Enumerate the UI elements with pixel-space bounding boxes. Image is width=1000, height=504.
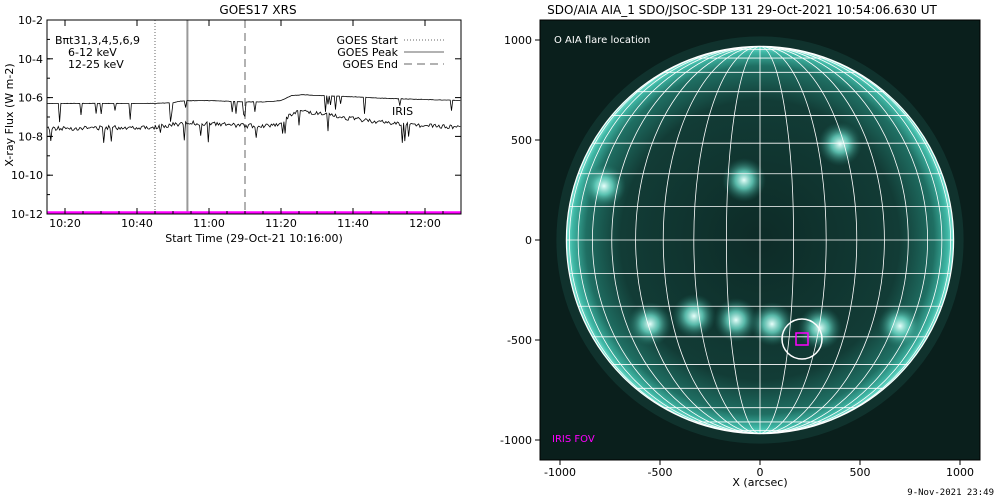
- longitude-line: [759, 46, 885, 434]
- active-region: [798, 306, 842, 350]
- goes-legend-marker-label: GOES End: [342, 58, 398, 71]
- bright-regions: [582, 122, 922, 350]
- aia-plot-area: O AIA flare location IRIS FOV -1000 -500 0 50…: [500, 19, 981, 479]
- aia-y-tick-label: 500: [511, 134, 532, 147]
- aia-image-chart: SDO/AIA AIA_1 SDO/JSOC-SDP 131 29-Oct-20…: [490, 0, 1000, 500]
- goes-x-tick-label: 12:00: [409, 217, 441, 230]
- goes-y-tick-label: 10-6: [18, 92, 43, 105]
- goes-y-axis-label: X-ray Flux (W m-2): [3, 63, 16, 166]
- heliographic-grid: [566, 46, 954, 434]
- longitude-line: [577, 46, 761, 434]
- longitude-line: [759, 46, 858, 434]
- iris-fov-box: [795, 332, 809, 346]
- aia-x-tick-label: 1000: [946, 466, 974, 479]
- goes-y-tick-label: 10-4: [18, 53, 43, 66]
- flare-location-circle: [781, 318, 823, 360]
- goes-plot-area: 10:20 10:40 11:00 11:20 11:40 12:00 10-2 10-4 10…: [11, 14, 462, 230]
- goes-legend-marker-label: GOES Start: [337, 34, 399, 47]
- aia-chart-svg: SDO/AIA AIA_1 SDO/JSOC-SDP 131 29-Oct-20…: [500, 3, 981, 489]
- aia-y-tick-label: -500: [507, 334, 532, 347]
- longitude-line: [759, 46, 909, 434]
- longitude-line: [592, 46, 761, 434]
- goes-y-tick-label: 10-8: [18, 130, 43, 143]
- active-region: [628, 302, 672, 346]
- goes-x-tick-label: 10:40: [121, 217, 153, 230]
- footer-timestamp: 9-Nov-2021 23:49: [907, 488, 994, 498]
- active-region: [714, 298, 758, 342]
- longitude-line: [662, 46, 761, 434]
- goes-x-tick-label: 11:20: [265, 217, 297, 230]
- limb-outline: [565, 45, 955, 435]
- goes-y-tick-label: 10-12: [11, 208, 43, 221]
- goes-legend-series-label: 12-25 keV: [68, 58, 124, 71]
- longitude-line: [693, 46, 761, 434]
- aia-x-axis-label: X (arcsec): [732, 476, 787, 489]
- goes-chart-title: GOES17 XRS: [219, 3, 296, 17]
- goes-y-tick-label: 10-2: [18, 14, 43, 27]
- aia-x-tick-label: 500: [850, 466, 871, 479]
- longitude-line: [569, 46, 761, 434]
- longitude-line: [759, 46, 928, 434]
- goes-x-tick-label: 11:00: [193, 217, 225, 230]
- longitude-line: [759, 46, 827, 434]
- goes-chart-svg: GOES17 XRS Start Time (29-Oct-21 10:16:0…: [3, 3, 462, 245]
- aia-y-tick-label: 0: [525, 234, 532, 247]
- active-region: [582, 164, 626, 208]
- active-region: [672, 294, 716, 338]
- goes-xrs-chart: GOES17 XRS Start Time (29-Oct-21 10:16:0…: [0, 0, 470, 260]
- aia-y-tick-label: -1000: [500, 434, 532, 447]
- iris-fov-label: IRIS FOV: [552, 434, 595, 445]
- goes-x-tick-label: 11:40: [337, 217, 369, 230]
- goes-iris-annotation: IRIS: [392, 105, 413, 118]
- longitude-line: [759, 46, 795, 434]
- longitude-line: [635, 46, 761, 434]
- longitude-line: [759, 46, 943, 434]
- aia-chart-title: SDO/AIA AIA_1 SDO/JSOC-SDP 131 29-Oct-20…: [547, 3, 937, 17]
- goes-legend-marker-label: GOES Peak: [337, 46, 398, 59]
- goes-legend-series-label: 6-12 keV: [68, 46, 117, 59]
- longitude-line: [725, 46, 761, 434]
- aia-y-tick-label: 1000: [504, 34, 532, 47]
- goes-lower-flux-curve: [46, 109, 461, 143]
- goes-y-tick-label: 10-10: [11, 169, 43, 182]
- flare-location-label: O AIA flare location: [554, 35, 650, 46]
- goes-channel-label: Bπt31,3,4,5,6,9: [55, 34, 140, 47]
- aia-x-tick-label: -1000: [544, 466, 576, 479]
- aia-x-tick-label: 0: [757, 466, 764, 479]
- longitude-line: [759, 46, 951, 434]
- aia-x-tick-label: -500: [648, 466, 673, 479]
- active-region: [818, 122, 862, 166]
- longitude-line: [611, 46, 761, 434]
- active-region: [750, 302, 794, 346]
- goes-x-axis-label: Start Time (29-Oct-21 10:16:00): [165, 232, 343, 245]
- active-region: [722, 158, 766, 202]
- goes-x-tick-label: 10:20: [49, 217, 81, 230]
- goes-upper-flux-curve: [46, 94, 461, 123]
